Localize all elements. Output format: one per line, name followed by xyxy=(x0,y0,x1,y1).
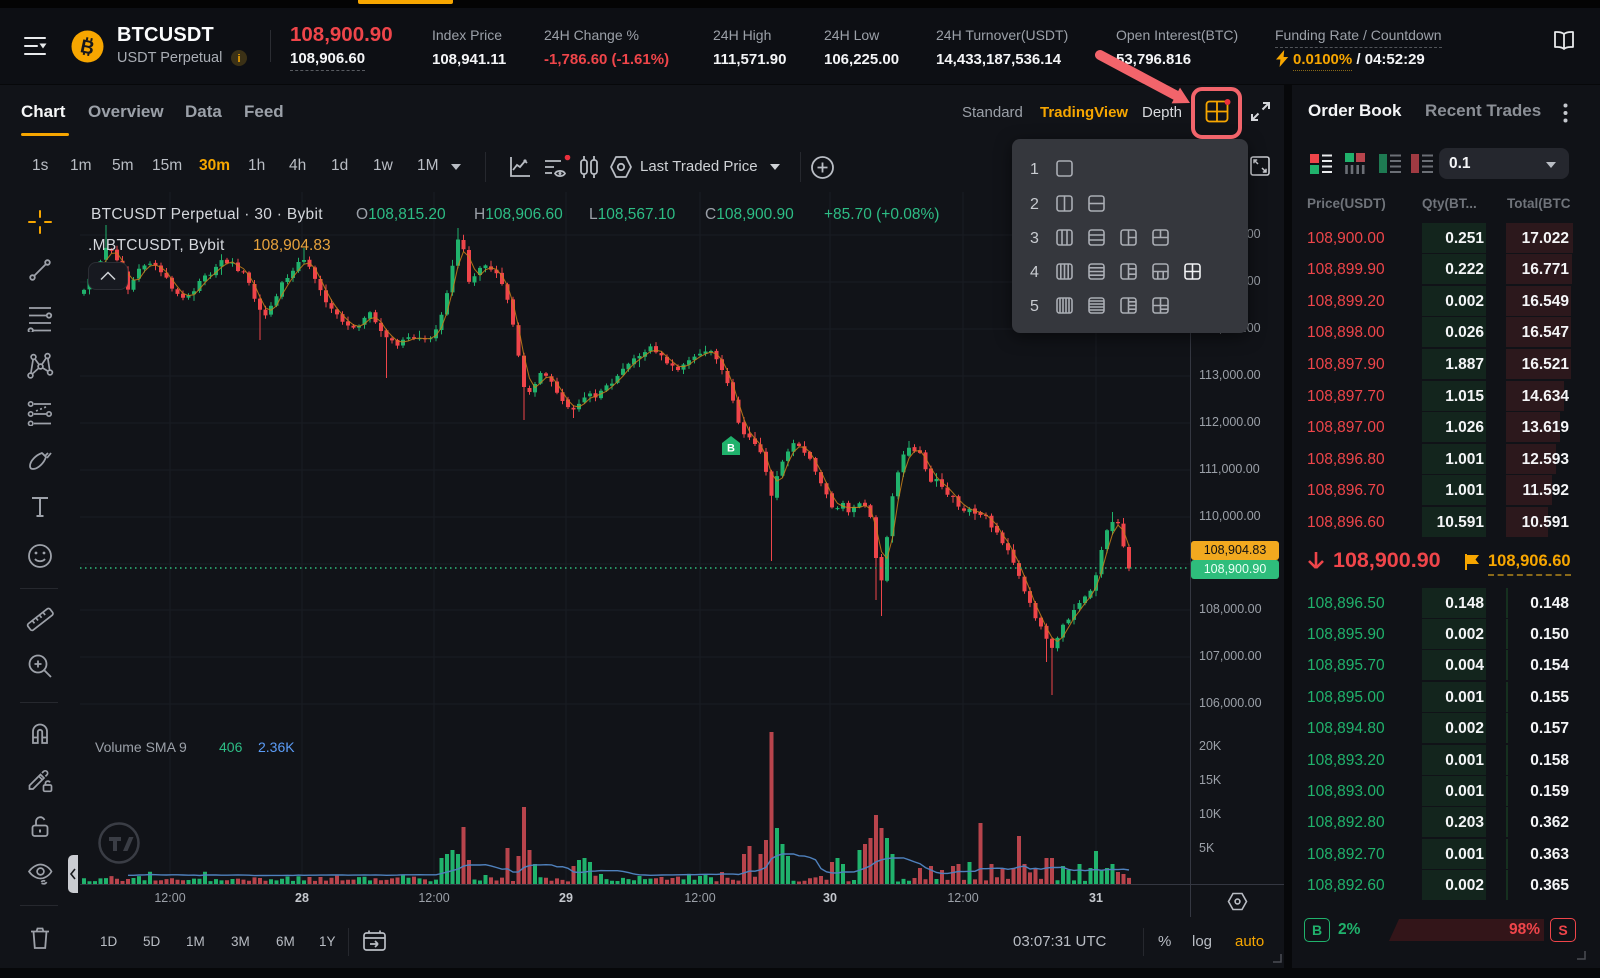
svg-text:i: i xyxy=(237,53,240,65)
svg-text:B: B xyxy=(727,443,735,455)
svg-text:B: B xyxy=(78,36,96,59)
